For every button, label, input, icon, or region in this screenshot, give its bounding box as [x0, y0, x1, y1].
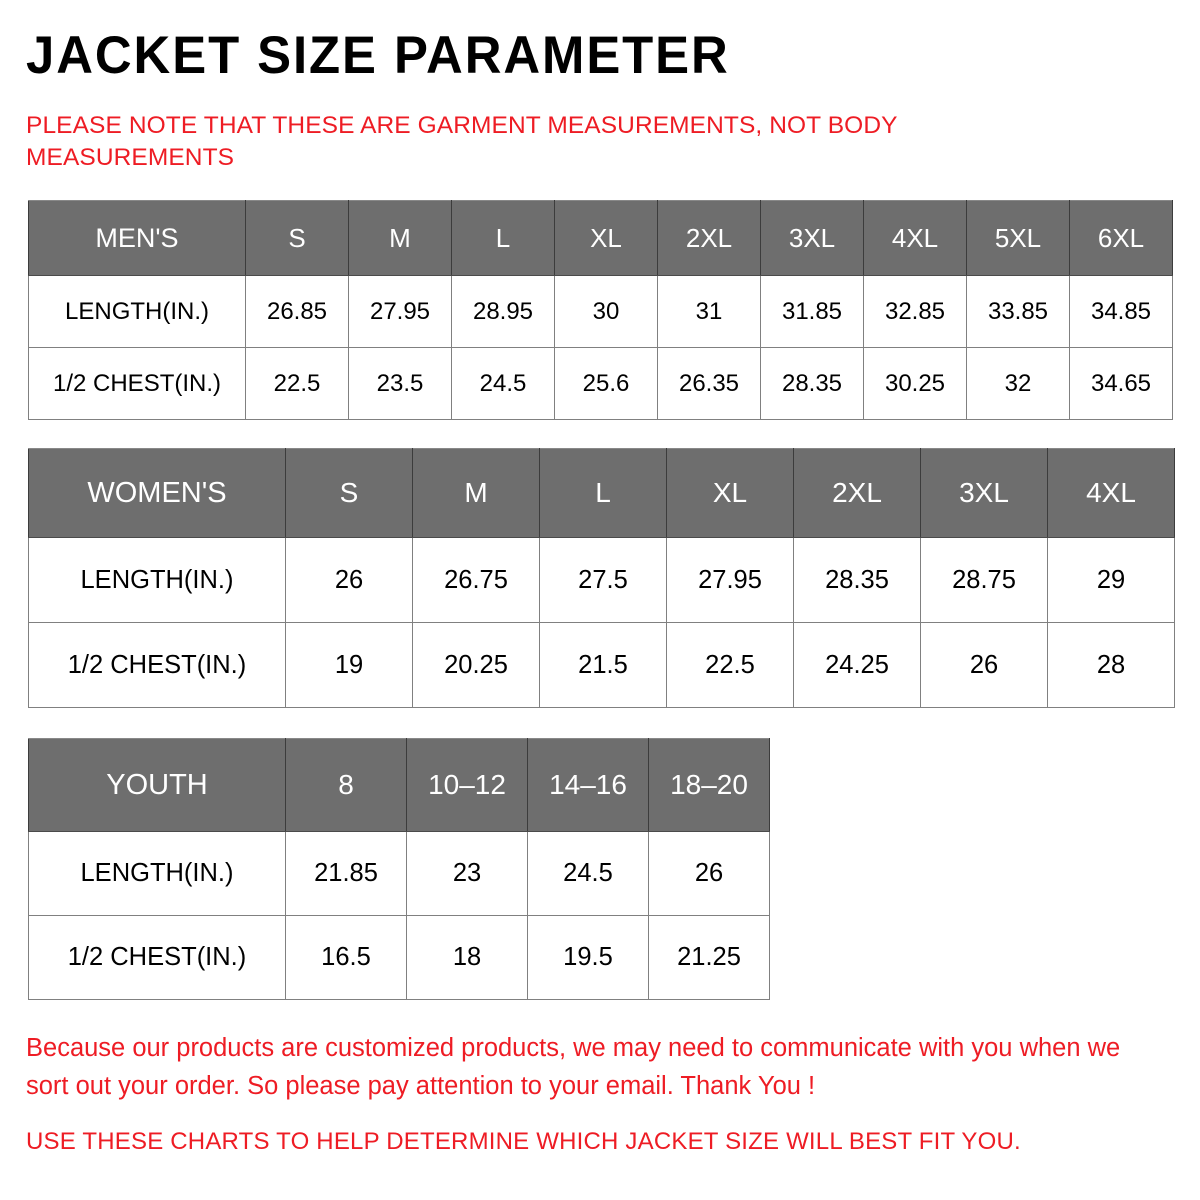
- womens-size-header-3: L: [539, 448, 667, 538]
- womens-cell-r2-c1: 19: [285, 622, 413, 708]
- mens-cell-r2-c9: 34.65: [1069, 347, 1173, 420]
- youth-cell-r1-c1: 21.85: [285, 831, 407, 916]
- mens-cell-r1-c5: 31: [657, 275, 761, 348]
- womens-cell-r1-c1: 26: [285, 537, 413, 623]
- womens-cell-r2-c5: 24.25: [793, 622, 921, 708]
- table-row: 1/2 CHEST(IN.) 16.5 18 19.5 21.25: [28, 915, 770, 1000]
- youth-row-label-1: LENGTH(IN.): [28, 831, 286, 916]
- womens-cell-r1-c7: 29: [1047, 537, 1175, 623]
- mens-cell-r1-c9: 34.85: [1069, 275, 1173, 348]
- mens-cell-r2-c1: 22.5: [245, 347, 349, 420]
- youth-size-header-2: 10–12: [406, 738, 528, 832]
- mens-cell-r1-c1: 26.85: [245, 275, 349, 348]
- womens-row-label-1: LENGTH(IN.): [28, 537, 286, 623]
- youth-size-header-4: 18–20: [648, 738, 770, 832]
- customization-note: Because our products are customized prod…: [26, 1034, 1121, 1100]
- womens-size-header-7: 4XL: [1047, 448, 1175, 538]
- womens-size-header-1: S: [285, 448, 413, 538]
- mens-cell-r2-c3: 24.5: [451, 347, 555, 420]
- mens-cell-r2-c7: 30.25: [863, 347, 967, 420]
- youth-size-table: YOUTH 8 10–12 14–16 18–20 LENGTH(IN.) 21.85 23 2…: [28, 738, 770, 1000]
- womens-cell-r2-c2: 20.25: [412, 622, 540, 708]
- mens-size-header-7: 4XL: [863, 200, 967, 276]
- womens-header-row: WOMEN'S S M L XL 2XL 3XL 4XL: [28, 448, 1175, 538]
- table-row: 1/2 CHEST(IN.) 22.5 23.5 24.5 25.6 26.35 28.35…: [28, 347, 1173, 420]
- youth-size-header-3: 14–16: [527, 738, 649, 832]
- mens-size-header-1: S: [245, 200, 349, 276]
- womens-row-label-2: 1/2 CHEST(IN.): [28, 622, 286, 708]
- mens-size-table: MEN'S S M L XL 2XL 3XL 4XL 5XL 6XL LENGTH(IN.) 26.8…: [28, 200, 1173, 420]
- youth-table-title: YOUTH: [28, 738, 286, 832]
- womens-cell-r1-c6: 28.75: [920, 537, 1048, 623]
- youth-size-header-1: 8: [285, 738, 407, 832]
- mens-cell-r2-c8: 32: [966, 347, 1070, 420]
- womens-cell-r2-c6: 26: [920, 622, 1048, 708]
- mens-cell-r1-c2: 27.95: [348, 275, 452, 348]
- mens-header-row: MEN'S S M L XL 2XL 3XL 4XL 5XL 6XL: [28, 200, 1173, 276]
- womens-cell-r2-c4: 22.5: [666, 622, 794, 708]
- youth-header-row: YOUTH 8 10–12 14–16 18–20: [28, 738, 770, 832]
- measurement-disclaimer: PLEASE NOTE THAT THESE ARE GARMENT MEASU…: [26, 112, 898, 172]
- mens-cell-r1-c6: 31.85: [760, 275, 864, 348]
- mens-cell-r2-c6: 28.35: [760, 347, 864, 420]
- mens-size-header-9: 6XL: [1069, 200, 1173, 276]
- mens-row-label-1: LENGTH(IN.): [28, 275, 246, 348]
- mens-size-header-6: 3XL: [760, 200, 864, 276]
- mens-row-label-2: 1/2 CHEST(IN.): [28, 347, 246, 420]
- womens-cell-r1-c5: 28.35: [793, 537, 921, 623]
- mens-cell-r1-c7: 32.85: [863, 275, 967, 348]
- table-row: LENGTH(IN.) 26.85 27.95 28.95 30 31 31.85 32.85…: [28, 275, 1173, 348]
- womens-cell-r2-c7: 28: [1047, 622, 1175, 708]
- mens-size-header-3: L: [451, 200, 555, 276]
- womens-size-header-4: XL: [666, 448, 794, 538]
- youth-cell-r2-c1: 16.5: [285, 915, 407, 1000]
- mens-cell-r2-c2: 23.5: [348, 347, 452, 420]
- mens-size-header-4: XL: [554, 200, 658, 276]
- mens-cell-r2-c5: 26.35: [657, 347, 761, 420]
- mens-size-header-5: 2XL: [657, 200, 761, 276]
- womens-cell-r1-c2: 26.75: [412, 537, 540, 623]
- page-title: JACKET SIZE PARAMETER: [26, 26, 730, 85]
- mens-table-title: MEN'S: [28, 200, 246, 276]
- youth-cell-r2-c2: 18: [406, 915, 528, 1000]
- table-row: LENGTH(IN.) 26 26.75 27.5 27.95 28.35 28.75 29: [28, 537, 1175, 623]
- table-row: 1/2 CHEST(IN.) 19 20.25 21.5 22.5 24.25 26 28: [28, 622, 1175, 708]
- mens-cell-r1-c8: 33.85: [966, 275, 1070, 348]
- mens-size-header-2: M: [348, 200, 452, 276]
- mens-cell-r1-c3: 28.95: [451, 275, 555, 348]
- womens-cell-r1-c3: 27.5: [539, 537, 667, 623]
- womens-table-title: WOMEN'S: [28, 448, 286, 538]
- mens-size-header-8: 5XL: [966, 200, 1070, 276]
- youth-cell-r2-c3: 19.5: [527, 915, 649, 1000]
- mens-cell-r1-c4: 30: [554, 275, 658, 348]
- womens-size-table: WOMEN'S S M L XL 2XL 3XL 4XL LENGTH(IN.) 26 26.75 2…: [28, 448, 1175, 708]
- womens-size-header-6: 3XL: [920, 448, 1048, 538]
- chart-usage-note: USE THESE CHARTS TO HELP DETERMINE WHICH…: [26, 1128, 1021, 1155]
- youth-row-label-2: 1/2 CHEST(IN.): [28, 915, 286, 1000]
- youth-cell-r1-c2: 23: [406, 831, 528, 916]
- womens-size-header-5: 2XL: [793, 448, 921, 538]
- womens-cell-r2-c3: 21.5: [539, 622, 667, 708]
- womens-cell-r1-c4: 27.95: [666, 537, 794, 623]
- table-row: LENGTH(IN.) 21.85 23 24.5 26: [28, 831, 770, 916]
- youth-cell-r1-c3: 24.5: [527, 831, 649, 916]
- youth-cell-r1-c4: 26: [648, 831, 770, 916]
- mens-cell-r2-c4: 25.6: [554, 347, 658, 420]
- womens-size-header-2: M: [412, 448, 540, 538]
- youth-cell-r2-c4: 21.25: [648, 915, 770, 1000]
